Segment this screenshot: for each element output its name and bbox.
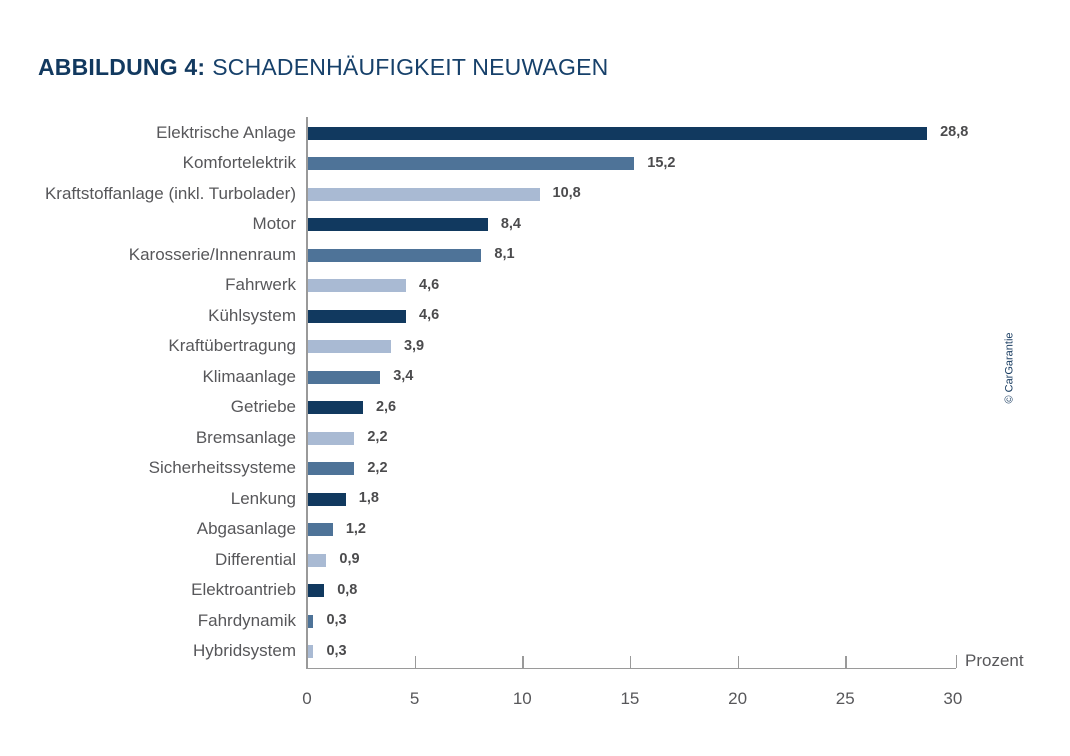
bar [307,645,314,659]
bar [307,340,391,354]
category-label: Bremsanlage [195,427,296,447]
figure-title-main: SCHADENHÄUFIGKEIT NEUWAGEN [212,54,609,80]
value-label: 2,2 [367,459,388,476]
x-axis-tick-label: 5 [409,689,420,708]
x-axis-tick-label: 15 [620,689,640,708]
x-axis-tick [414,655,417,668]
x-axis-end-tick [955,654,958,668]
bar [307,584,325,598]
x-axis-tick-label: 20 [728,689,748,708]
bar [307,462,355,476]
bar [307,126,928,140]
value-label: 1,8 [358,490,379,507]
figure-title-prefix: ABBILDUNG 4: [38,54,206,80]
category-label: Klimaanlage [202,366,296,386]
value-label: 2,6 [375,398,397,415]
figure-title: ABBILDUNG 4: SCHADENHÄUFIGKEIT NEUWAGEN [38,54,608,81]
value-label: 8,1 [494,246,515,263]
y-axis-line [306,117,308,668]
bar [307,187,540,201]
category-label: Differential [215,549,296,569]
category-label: Hybridsystem [193,641,296,661]
x-axis-tick-label: 10 [512,689,532,708]
x-axis-unit-label: Prozent [965,651,1024,670]
value-label: 4,6 [419,307,440,324]
category-label: Karosserie/Innenraum [128,244,296,264]
category-label: Elektrische Anlage [156,122,296,142]
copyright-watermark-text: © CarGarantie [1003,332,1016,404]
bar [307,523,333,537]
x-axis-line [306,667,956,669]
copyright-watermark: © CarGarantie [962,320,1058,416]
bar [307,614,314,628]
x-axis-tick-label: 25 [835,689,855,708]
bar [307,370,381,384]
value-label: 0,3 [326,612,347,629]
value-label: 4,6 [419,276,440,293]
category-label: Sicherheitssysteme [148,458,296,478]
x-axis-tick-label: 30 [943,689,963,708]
bar [307,431,355,445]
value-label: 8,4 [500,215,522,232]
x-axis-tick-label: 0 [302,689,312,708]
category-label: Kühlsystem [208,305,296,325]
value-label: 0,3 [326,642,347,659]
category-label: Motor [252,214,296,234]
bar [307,279,407,293]
value-label: 3,9 [403,337,425,354]
value-label: 0,9 [339,551,360,568]
value-label: 28,8 [940,124,969,141]
value-label: 3,4 [393,368,414,385]
bar [307,401,363,415]
value-label: 15,2 [647,154,676,171]
bar [307,248,482,262]
category-label: Getriebe [230,397,296,417]
value-label: 10,8 [552,185,581,202]
value-label: 2,2 [367,429,388,446]
category-label: Fahrdynamik [197,610,296,630]
category-label: Kraftübertragung [168,336,296,356]
category-label: Kraftstoffanlage (inkl. Turbolader) [44,183,296,203]
value-label: 1,2 [345,520,366,537]
value-label: 0,8 [337,581,358,598]
category-label: Fahrwerk [225,275,296,295]
bar [307,218,488,232]
category-label: Lenkung [230,488,296,508]
x-axis-tick [845,655,847,668]
category-label: Komfortelektrik [182,153,296,173]
bar [307,157,635,171]
bar [307,492,346,506]
category-label: Elektroantrieb [191,580,296,600]
category-label: Abgasanlage [196,519,296,539]
bar [307,309,407,323]
bar [307,553,327,567]
x-axis-tick [522,655,524,668]
x-axis-tick [629,655,632,668]
x-axis-tick [737,655,740,668]
